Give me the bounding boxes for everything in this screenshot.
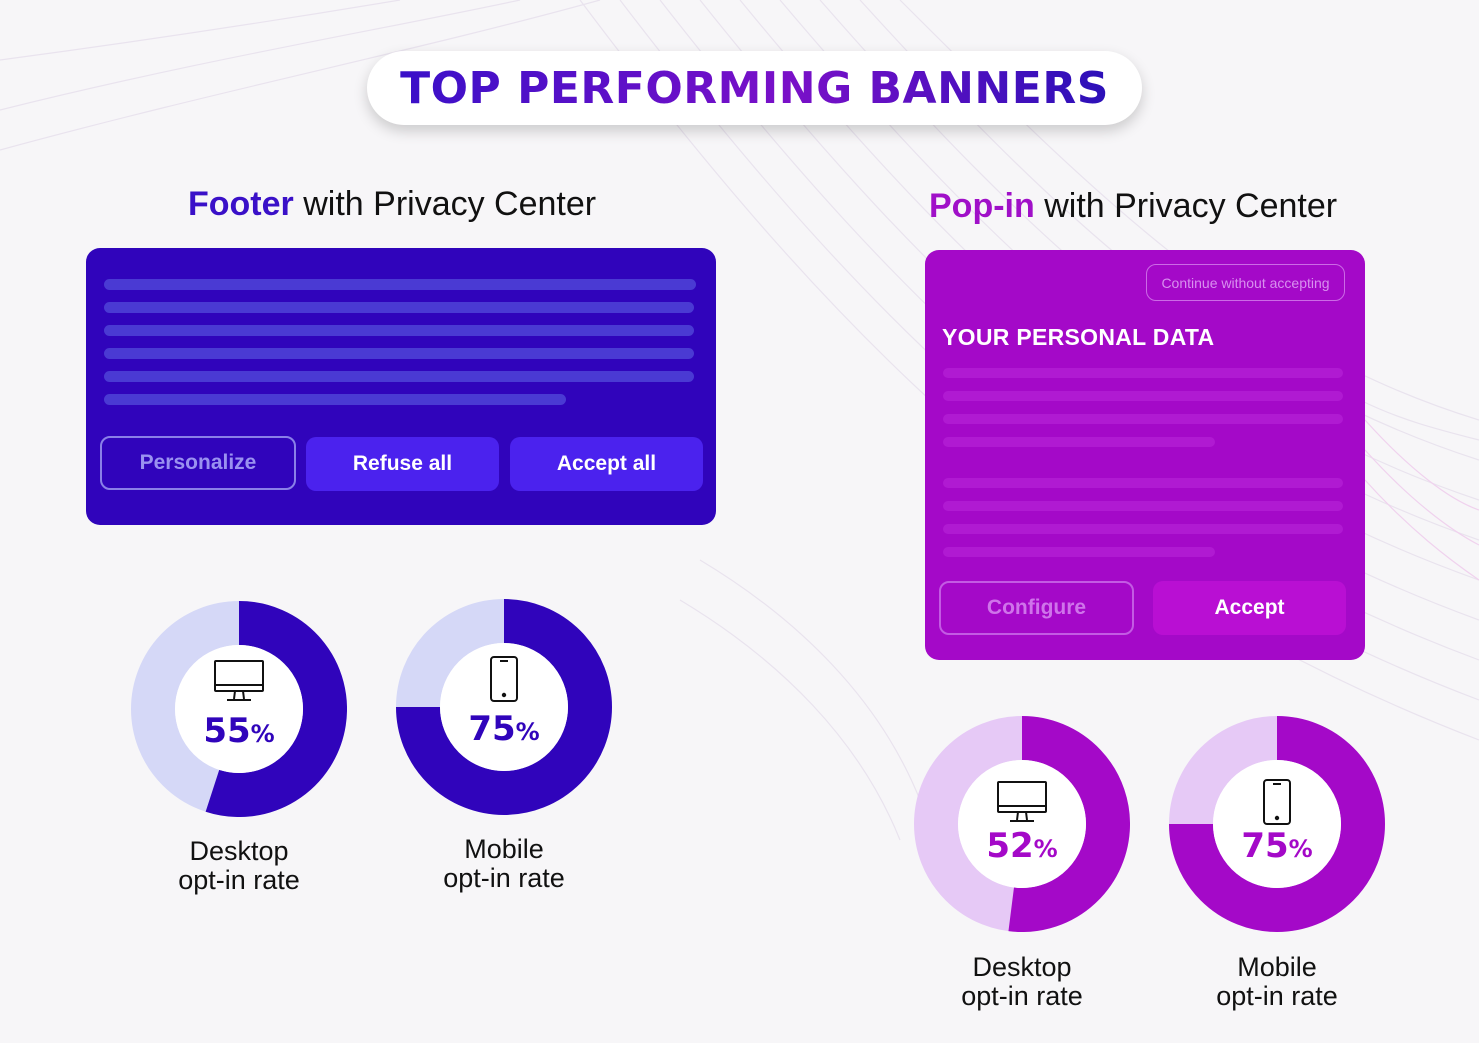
- footer-desktop-donut: 55%: [131, 601, 347, 817]
- placeholder-text-line: [104, 325, 694, 336]
- popin-desktop-donut: 52%: [914, 716, 1130, 932]
- placeholder-text-line: [943, 368, 1343, 378]
- donut-ring: [131, 601, 347, 817]
- configure-button[interactable]: Configure: [939, 581, 1134, 635]
- percent-sign: %: [515, 718, 540, 746]
- donut-value-arc: [396, 599, 612, 815]
- footer-desktop-label: Desktop opt-in rate: [119, 837, 359, 895]
- donut-center: [958, 760, 1086, 888]
- label-line: Desktop: [972, 952, 1072, 982]
- desktop-monitor-icon: [214, 660, 264, 701]
- popin-title: YOUR PERSONAL DATA: [942, 324, 1215, 350]
- placeholder-text-line: [104, 279, 696, 290]
- donut-ring: [914, 716, 1130, 932]
- placeholder-text-line: [943, 437, 1215, 447]
- label-line: opt-in rate: [961, 981, 1083, 1011]
- placeholder-text-line: [104, 371, 694, 382]
- popin-heading-bold: Pop-in: [929, 187, 1035, 225]
- mobile-phone-icon: [490, 656, 518, 702]
- page-title: TOP PERFORMING BANNERS: [400, 62, 1109, 114]
- popin-heading-rest: with Privacy Center: [1044, 187, 1338, 225]
- accept-all-button[interactable]: Accept all: [510, 437, 703, 491]
- footer-section-heading: Footer with Privacy Center: [188, 185, 596, 224]
- percentage-value: 75: [468, 709, 516, 749]
- label-line: opt-in rate: [1216, 981, 1338, 1011]
- donut-center: [440, 643, 568, 771]
- donut-center: [175, 645, 303, 773]
- desktop-monitor-icon: [997, 781, 1047, 822]
- percent-sign: %: [250, 720, 275, 748]
- refuse-all-button[interactable]: Refuse all: [306, 437, 499, 491]
- popin-mobile-label: Mobile opt-in rate: [1157, 953, 1397, 1011]
- mobile-phone-icon: [1263, 779, 1291, 825]
- donut-value-arc: [205, 601, 347, 817]
- desktop-opt-in-percentage: 55%: [131, 711, 347, 751]
- percent-sign: %: [1288, 835, 1313, 863]
- percentage-value: 75: [1241, 826, 1289, 866]
- donut-value-arc: [1169, 716, 1385, 932]
- desktop-opt-in-percentage: 52%: [914, 826, 1130, 866]
- placeholder-text-line: [943, 547, 1215, 557]
- placeholder-text-line: [943, 524, 1343, 534]
- label-line: Desktop: [189, 836, 289, 866]
- percentage-value: 55: [203, 711, 251, 751]
- accept-button[interactable]: Accept: [1153, 581, 1346, 635]
- popin-mobile-donut: 75%: [1169, 716, 1385, 932]
- footer-mobile-label: Mobile opt-in rate: [384, 835, 624, 893]
- placeholder-text-line: [943, 414, 1343, 424]
- placeholder-text-line: [943, 478, 1343, 488]
- placeholder-text-line: [104, 302, 694, 313]
- footer-heading-bold: Footer: [188, 185, 294, 223]
- label-line: opt-in rate: [178, 865, 300, 895]
- percent-sign: %: [1033, 835, 1058, 863]
- donut-value-arc: [1008, 716, 1130, 932]
- personalize-button[interactable]: Personalize: [100, 436, 296, 490]
- percentage-value: 52: [986, 826, 1034, 866]
- mobile-opt-in-percentage: 75%: [396, 709, 612, 749]
- popin-desktop-label: Desktop opt-in rate: [902, 953, 1142, 1011]
- title-banner: TOP PERFORMING BANNERS: [367, 51, 1142, 125]
- label-line: Mobile: [1237, 952, 1317, 982]
- label-line: Mobile: [464, 834, 544, 864]
- placeholder-text-line: [943, 391, 1343, 401]
- footer-banner-mockup: Personalize Refuse all Accept all: [86, 248, 716, 525]
- footer-heading-rest: with Privacy Center: [303, 185, 597, 223]
- popin-section-heading: Pop-in with Privacy Center: [929, 187, 1337, 226]
- popin-banner-mockup: Continue without accepting YOUR PERSONAL…: [925, 250, 1365, 660]
- label-line: opt-in rate: [443, 863, 565, 893]
- placeholder-text-line: [104, 348, 694, 359]
- donut-ring: [396, 599, 612, 815]
- placeholder-text-line: [104, 394, 566, 405]
- mobile-opt-in-percentage: 75%: [1169, 826, 1385, 866]
- continue-without-accepting-button[interactable]: Continue without accepting: [1146, 264, 1345, 301]
- placeholder-text-line: [943, 501, 1343, 511]
- footer-mobile-donut: 75%: [396, 599, 612, 815]
